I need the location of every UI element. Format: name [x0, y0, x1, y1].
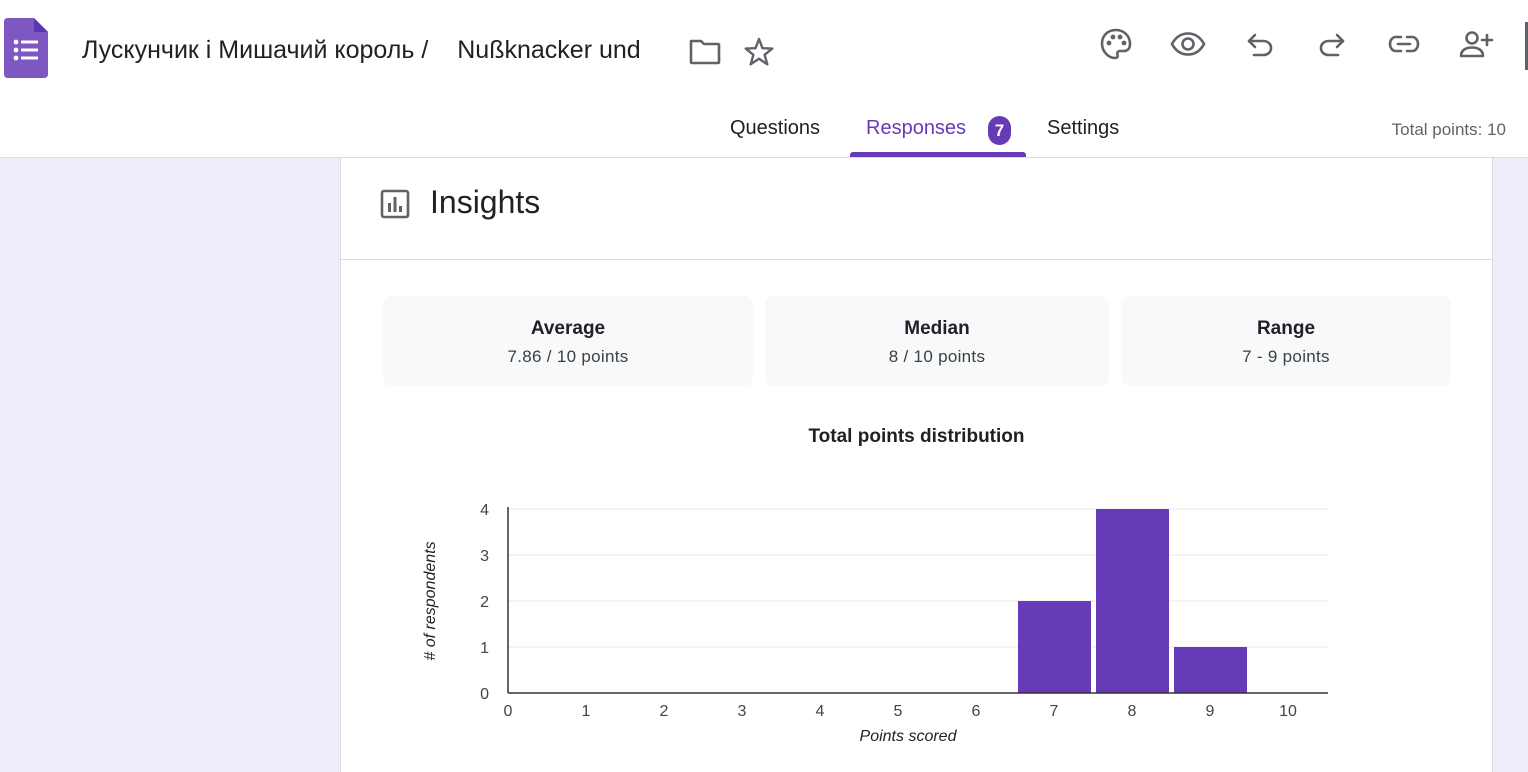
redo-icon[interactable] [1314, 26, 1350, 62]
document-title-part: Nußknacker und [457, 36, 641, 64]
histogram-bar [1174, 647, 1247, 693]
y-tick-label: 2 [480, 594, 489, 611]
chart-title: Total points distribution [808, 426, 1025, 447]
x-tick-label: 2 [660, 703, 669, 720]
app-header: Лускунчик і Мишачий король / Nußknacker … [0, 0, 1528, 158]
y-tick-label: 3 [480, 548, 489, 565]
points-distribution-chart: 0 1 2 3 4 0 1 2 3 4 5 6 7 8 9 10 Points scored # of respo… [422, 502, 1328, 745]
histogram-bar [1018, 601, 1091, 693]
preview-eye-icon[interactable] [1170, 26, 1206, 62]
stat-label: Range [1256, 318, 1316, 339]
folder-icon[interactable] [689, 37, 721, 65]
insights-card: Insights Average 7.86 / 10 points Median… [340, 158, 1493, 772]
palette-icon[interactable] [1098, 26, 1134, 62]
star-icon[interactable] [742, 35, 776, 69]
tab-settings[interactable]: Settings [1047, 117, 1120, 139]
stat-value: 8 / 10 points [888, 347, 986, 366]
x-tick-label: 5 [894, 703, 903, 720]
undo-icon[interactable] [1242, 26, 1278, 62]
y-tick-label: 4 [480, 502, 489, 519]
insights-chart-icon [380, 189, 410, 219]
stat-label: Median [904, 318, 970, 339]
x-axis-label: Points scored [860, 728, 958, 745]
header-edge-divider [1525, 22, 1528, 70]
x-tick-label: 10 [1279, 703, 1297, 720]
page-background-left [0, 158, 340, 772]
x-tick-label: 4 [816, 703, 825, 720]
stat-value: 7.86 / 10 points [507, 347, 629, 366]
responses-count-badge: 7 [988, 116, 1011, 145]
x-tick-label: 9 [1206, 703, 1215, 720]
y-tick-label: 1 [480, 640, 489, 657]
x-tick-label: 6 [972, 703, 981, 720]
stat-range: Range 7 - 9 points [1121, 296, 1451, 386]
y-axis-label: # of respondents [422, 541, 439, 660]
y-tick-label: 0 [480, 686, 489, 703]
stat-median: Median 8 / 10 points [765, 296, 1109, 386]
stat-label: Average [530, 318, 606, 339]
x-tick-label: 1 [582, 703, 591, 720]
link-icon[interactable] [1386, 26, 1422, 62]
x-tick-label: 8 [1128, 703, 1137, 720]
active-tab-indicator [850, 152, 1026, 157]
x-tick-label: 3 [738, 703, 747, 720]
document-title[interactable]: Лускунчик і Мишачий король / Nußknacker … [82, 36, 641, 65]
stat-average: Average 7.86 / 10 points [383, 296, 753, 386]
document-title-part: Лускунчик і Мишачий король / [82, 36, 429, 64]
x-tick-label: 0 [504, 703, 513, 720]
add-collaborator-icon[interactable] [1458, 26, 1494, 62]
card-divider [341, 259, 1492, 260]
total-points-label: Total points: 10 [1391, 120, 1506, 139]
stat-value: 7 - 9 points [1242, 347, 1330, 366]
tab-responses[interactable]: Responses [866, 117, 967, 139]
x-tick-label: 7 [1050, 703, 1059, 720]
forms-logo-icon[interactable] [4, 18, 48, 78]
insights-title: Insights [430, 184, 541, 220]
page-background-right [1493, 158, 1528, 772]
tab-questions[interactable]: Questions [730, 117, 821, 139]
histogram-bar [1096, 509, 1169, 693]
